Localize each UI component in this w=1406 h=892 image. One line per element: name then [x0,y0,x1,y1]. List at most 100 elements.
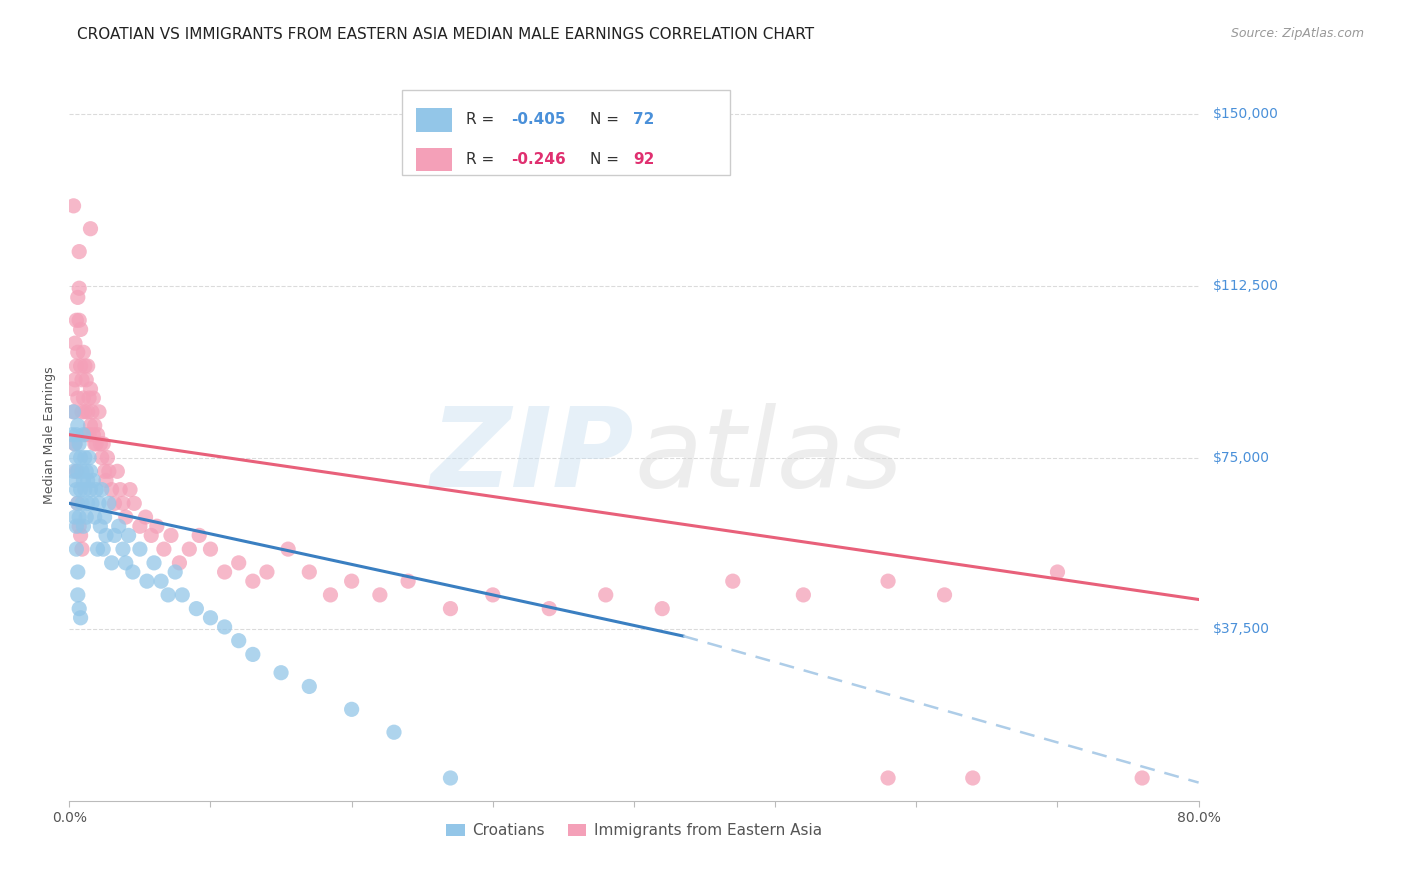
Point [228,633,250,648]
Point [66,418,89,433]
Text: $75,000: $75,000 [1212,450,1270,465]
Point [100,556,122,570]
Point [1046,565,1069,579]
Point [96,450,118,465]
Point [82,391,104,405]
Point [94,474,117,488]
Point [69,528,91,542]
Point [79,221,101,235]
Text: 72: 72 [633,112,654,128]
Point [114,556,136,570]
Point [76,405,98,419]
Point [128,519,150,533]
Point [62,405,84,419]
Point [172,588,194,602]
Point [169,556,191,570]
Point [242,648,264,662]
Point [128,542,150,557]
Point [65,450,87,465]
Point [87,496,110,510]
FancyBboxPatch shape [416,148,453,171]
Text: Source: ZipAtlas.com: Source: ZipAtlas.com [1230,27,1364,40]
Point [97,496,120,510]
Point [651,601,673,615]
Point [67,313,90,327]
Point [70,496,93,510]
Text: -0.405: -0.405 [510,112,565,128]
Point [298,565,321,579]
FancyBboxPatch shape [416,108,453,132]
Point [792,588,814,602]
Point [396,574,419,589]
Text: N =: N = [591,112,624,128]
Point [277,542,299,557]
Point [118,483,141,497]
Point [76,474,98,488]
Point [141,528,163,542]
Point [67,244,90,259]
Point [66,588,89,602]
Point [73,405,96,419]
Point [165,565,187,579]
Point [83,510,105,524]
Point [114,510,136,524]
Point [67,437,90,451]
Point [111,542,134,557]
Point [70,405,93,419]
Point [73,483,96,497]
Point [69,483,91,497]
Point [94,528,117,542]
Point [111,496,134,510]
Text: -0.246: -0.246 [510,152,565,167]
Point [86,542,108,557]
Point [80,496,103,510]
Text: 92: 92 [633,152,654,167]
Point [721,574,744,589]
Point [82,474,104,488]
Point [188,528,211,542]
Point [934,588,956,602]
Point [136,574,159,589]
Point [66,496,89,510]
Point [146,519,169,533]
Point [75,464,97,478]
Point [63,437,86,451]
Point [84,483,107,497]
Point [135,510,157,524]
Point [93,510,115,524]
Point [228,556,250,570]
Point [72,474,94,488]
Point [63,510,86,524]
Point [66,464,89,478]
Point [62,199,84,213]
Point [103,496,125,510]
Point [153,542,176,557]
Point [67,281,90,295]
Point [79,464,101,478]
Point [76,496,98,510]
Text: $37,500: $37,500 [1212,623,1270,636]
Point [103,528,125,542]
Point [270,665,292,680]
Y-axis label: Median Male Earnings: Median Male Earnings [44,366,56,503]
Point [83,418,105,433]
Point [382,725,405,739]
Point [97,464,120,478]
Text: R =: R = [465,112,499,128]
Point [89,519,111,533]
Point [65,359,87,373]
Point [107,519,129,533]
Point [66,565,89,579]
Point [90,483,112,497]
Point [67,519,90,533]
Point [66,290,89,304]
Point [595,588,617,602]
Text: $112,500: $112,500 [1212,279,1278,293]
Point [108,483,131,497]
Point [91,542,114,557]
Point [63,474,86,488]
Point [67,601,90,615]
Point [368,588,391,602]
Point [79,418,101,433]
Point [77,427,100,442]
